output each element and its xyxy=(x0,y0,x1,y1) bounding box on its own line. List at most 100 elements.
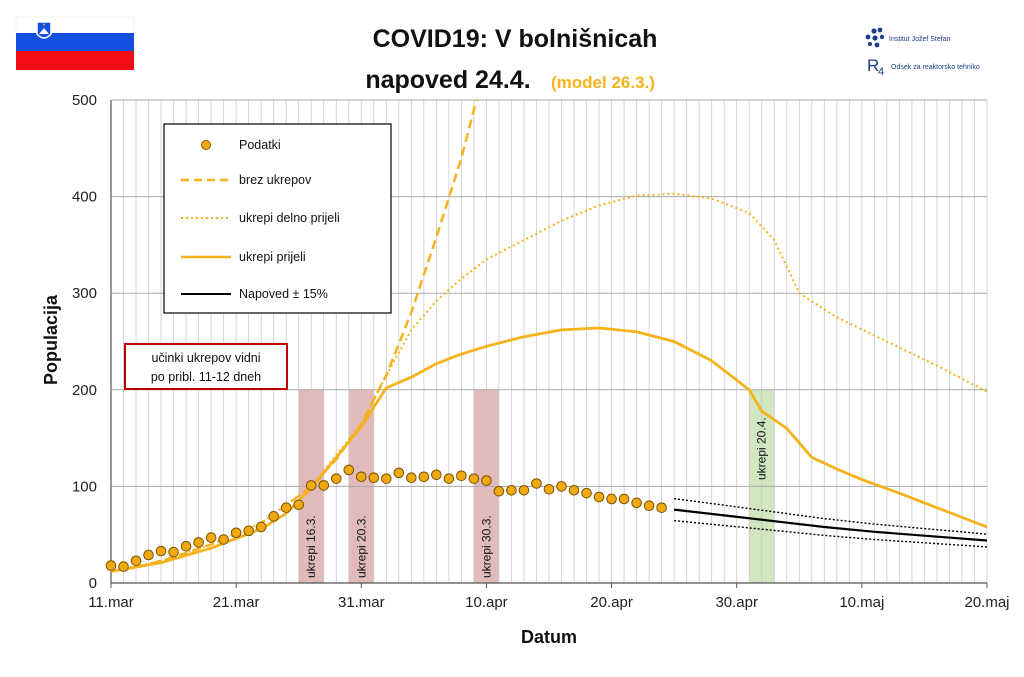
x-tick-label: 21.mar xyxy=(213,594,260,611)
x-axis-title: Datum xyxy=(521,627,577,647)
x-tick-label: 10.apr xyxy=(465,594,508,611)
measure-band-label-2: ukrepi 20.3. xyxy=(354,515,368,578)
data-point xyxy=(280,502,292,513)
data-point xyxy=(343,464,355,476)
data-point xyxy=(255,521,267,533)
forecast-upper-bound xyxy=(674,497,988,535)
note-frame xyxy=(124,343,288,390)
x-tick-label: 20.maj xyxy=(964,594,1009,611)
y-tick-label: 300 xyxy=(72,285,97,302)
y-axis-title: Populacija xyxy=(41,294,61,385)
data-point xyxy=(180,540,192,552)
legend-item-forecast: Napoved ± 15% xyxy=(181,287,328,301)
data-point xyxy=(531,478,542,489)
data-point xyxy=(205,532,217,543)
legend-item-no-measures: brez ukrepov xyxy=(181,173,312,187)
data-point xyxy=(330,473,342,484)
x-tick-label: 20.apr xyxy=(590,594,633,611)
data-point xyxy=(105,560,117,571)
data-point xyxy=(443,473,455,484)
data-point xyxy=(543,483,555,495)
r4-icon: R 4 xyxy=(867,56,884,78)
y-tick-label: 200 xyxy=(72,382,97,399)
data-point xyxy=(656,502,667,513)
data-point xyxy=(243,525,254,537)
data-point xyxy=(606,493,617,505)
y-tick-label: 500 xyxy=(72,92,97,109)
x-tick-label: 31.mar xyxy=(338,594,385,611)
svg-text:R: R xyxy=(867,56,879,75)
data-point xyxy=(168,546,179,558)
data-point xyxy=(368,472,380,484)
legend: Podatki brez ukrepov ukrepi delno prijel… xyxy=(163,123,392,314)
coat-of-arms-icon xyxy=(36,21,52,39)
data-point xyxy=(581,487,592,499)
chart-title-line2: napoved 24.4. xyxy=(365,66,530,94)
data-point xyxy=(230,527,242,539)
data-point xyxy=(418,471,430,483)
data-point xyxy=(130,555,142,567)
svg-text:4: 4 xyxy=(878,66,884,78)
x-tick-label: 11.mar xyxy=(88,594,134,611)
legend-label-no-measures: brez ukrepov xyxy=(239,173,312,187)
data-point xyxy=(393,467,405,479)
chart-title-model: (model 26.3.) xyxy=(551,73,655,92)
data-point xyxy=(481,475,492,486)
r4-logo: R 4 Odsek za reaktorsko tehniko xyxy=(867,56,980,78)
data-point xyxy=(118,561,129,572)
data-point xyxy=(193,537,204,548)
ijs-dots-icon xyxy=(865,27,885,48)
slovenia-flag xyxy=(15,16,135,70)
forecast-lower-bound xyxy=(674,519,988,548)
data-point xyxy=(431,469,442,481)
note-line2: po pribl. 11-12 dneh xyxy=(151,370,261,384)
data-point xyxy=(218,534,229,545)
legend-label-partial: ukrepi delno prijeli xyxy=(239,211,340,225)
legend-label-effective: ukrepi prijeli xyxy=(239,250,306,264)
data-point xyxy=(293,499,305,511)
data-point xyxy=(318,480,330,491)
data-point xyxy=(381,473,392,484)
y-tick-label: 0 xyxy=(89,575,97,592)
data-point xyxy=(643,500,655,512)
data-point xyxy=(456,470,467,482)
data-point xyxy=(355,471,367,483)
legend-label-forecast: Napoved ± 15% xyxy=(239,287,328,301)
note-line1: učinki ukrepov vidni xyxy=(151,351,260,365)
data-point xyxy=(493,485,505,497)
series-forecast xyxy=(673,508,987,542)
axes: 0 100 200 300 400 500 11.mar 21.mar 31.mar 10.apr… xyxy=(72,92,1010,611)
data-point xyxy=(155,545,167,557)
measure-band-label-3: ukrepi 30.3. xyxy=(479,515,493,578)
ijs-logo-text: Institut Jožef Stefan xyxy=(889,36,951,43)
y-tick-label: 400 xyxy=(72,189,97,206)
forecast-band-label: ukrepi 20.4. xyxy=(755,417,769,480)
data-point xyxy=(268,511,279,522)
legend-item-data: Podatki xyxy=(201,138,281,152)
data-point xyxy=(631,497,642,509)
data-point xyxy=(556,481,567,492)
legend-marker-data xyxy=(201,140,211,150)
ijs-logo: Institut Jožef Stefan xyxy=(865,27,951,48)
data-point xyxy=(568,484,580,496)
data-point xyxy=(143,549,154,561)
band-labels: ukrepi 16.3. ukrepi 20.3. ukrepi 30.3. ukre… xyxy=(304,417,769,578)
note-box: učinki ukrepov vidni po pribl. 11-12 dne… xyxy=(124,343,288,390)
legend-item-partial: ukrepi delno prijeli xyxy=(181,211,340,225)
data-point xyxy=(506,484,517,496)
measure-band-label-1: ukrepi 16.3. xyxy=(304,515,318,578)
x-tick-label: 30.apr xyxy=(715,594,758,611)
r4-logo-text: Odsek za reaktorsko tehniko xyxy=(891,64,980,71)
chart-title-line1: COVID19: V bolnišnicah xyxy=(373,25,658,53)
legend-item-effective: ukrepi prijeli xyxy=(181,250,306,264)
data-point xyxy=(618,493,630,505)
x-tick-label: 10.maj xyxy=(839,594,884,611)
data-point xyxy=(468,473,480,484)
data-point xyxy=(406,472,417,484)
data-point xyxy=(518,484,530,496)
y-tick-label: 100 xyxy=(72,478,97,495)
data-point xyxy=(305,480,317,491)
data-points xyxy=(105,464,667,572)
